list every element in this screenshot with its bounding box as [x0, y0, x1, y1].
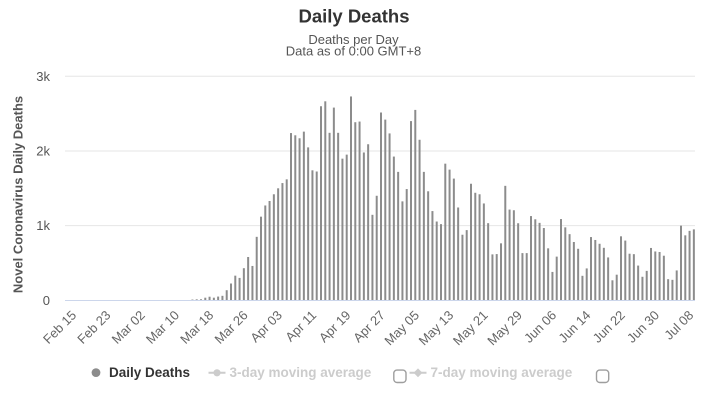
svg-text:0: 0 — [43, 293, 50, 308]
svg-text:7-day moving average: 7-day moving average — [431, 365, 573, 380]
svg-text:2k: 2k — [36, 143, 50, 158]
svg-text:Data as of 0:00 GMT+8: Data as of 0:00 GMT+8 — [286, 44, 421, 59]
svg-text:Daily Deaths: Daily Deaths — [298, 6, 409, 27]
svg-text:Novel Coronavirus Daily Deaths: Novel Coronavirus Daily Deaths — [11, 96, 26, 293]
svg-text:Deaths per Day: Deaths per Day — [308, 32, 399, 47]
svg-text:3-day moving average: 3-day moving average — [230, 365, 372, 380]
svg-text:1k: 1k — [36, 218, 50, 233]
svg-text:Daily Deaths: Daily Deaths — [109, 365, 190, 380]
svg-text:3k: 3k — [36, 69, 50, 84]
